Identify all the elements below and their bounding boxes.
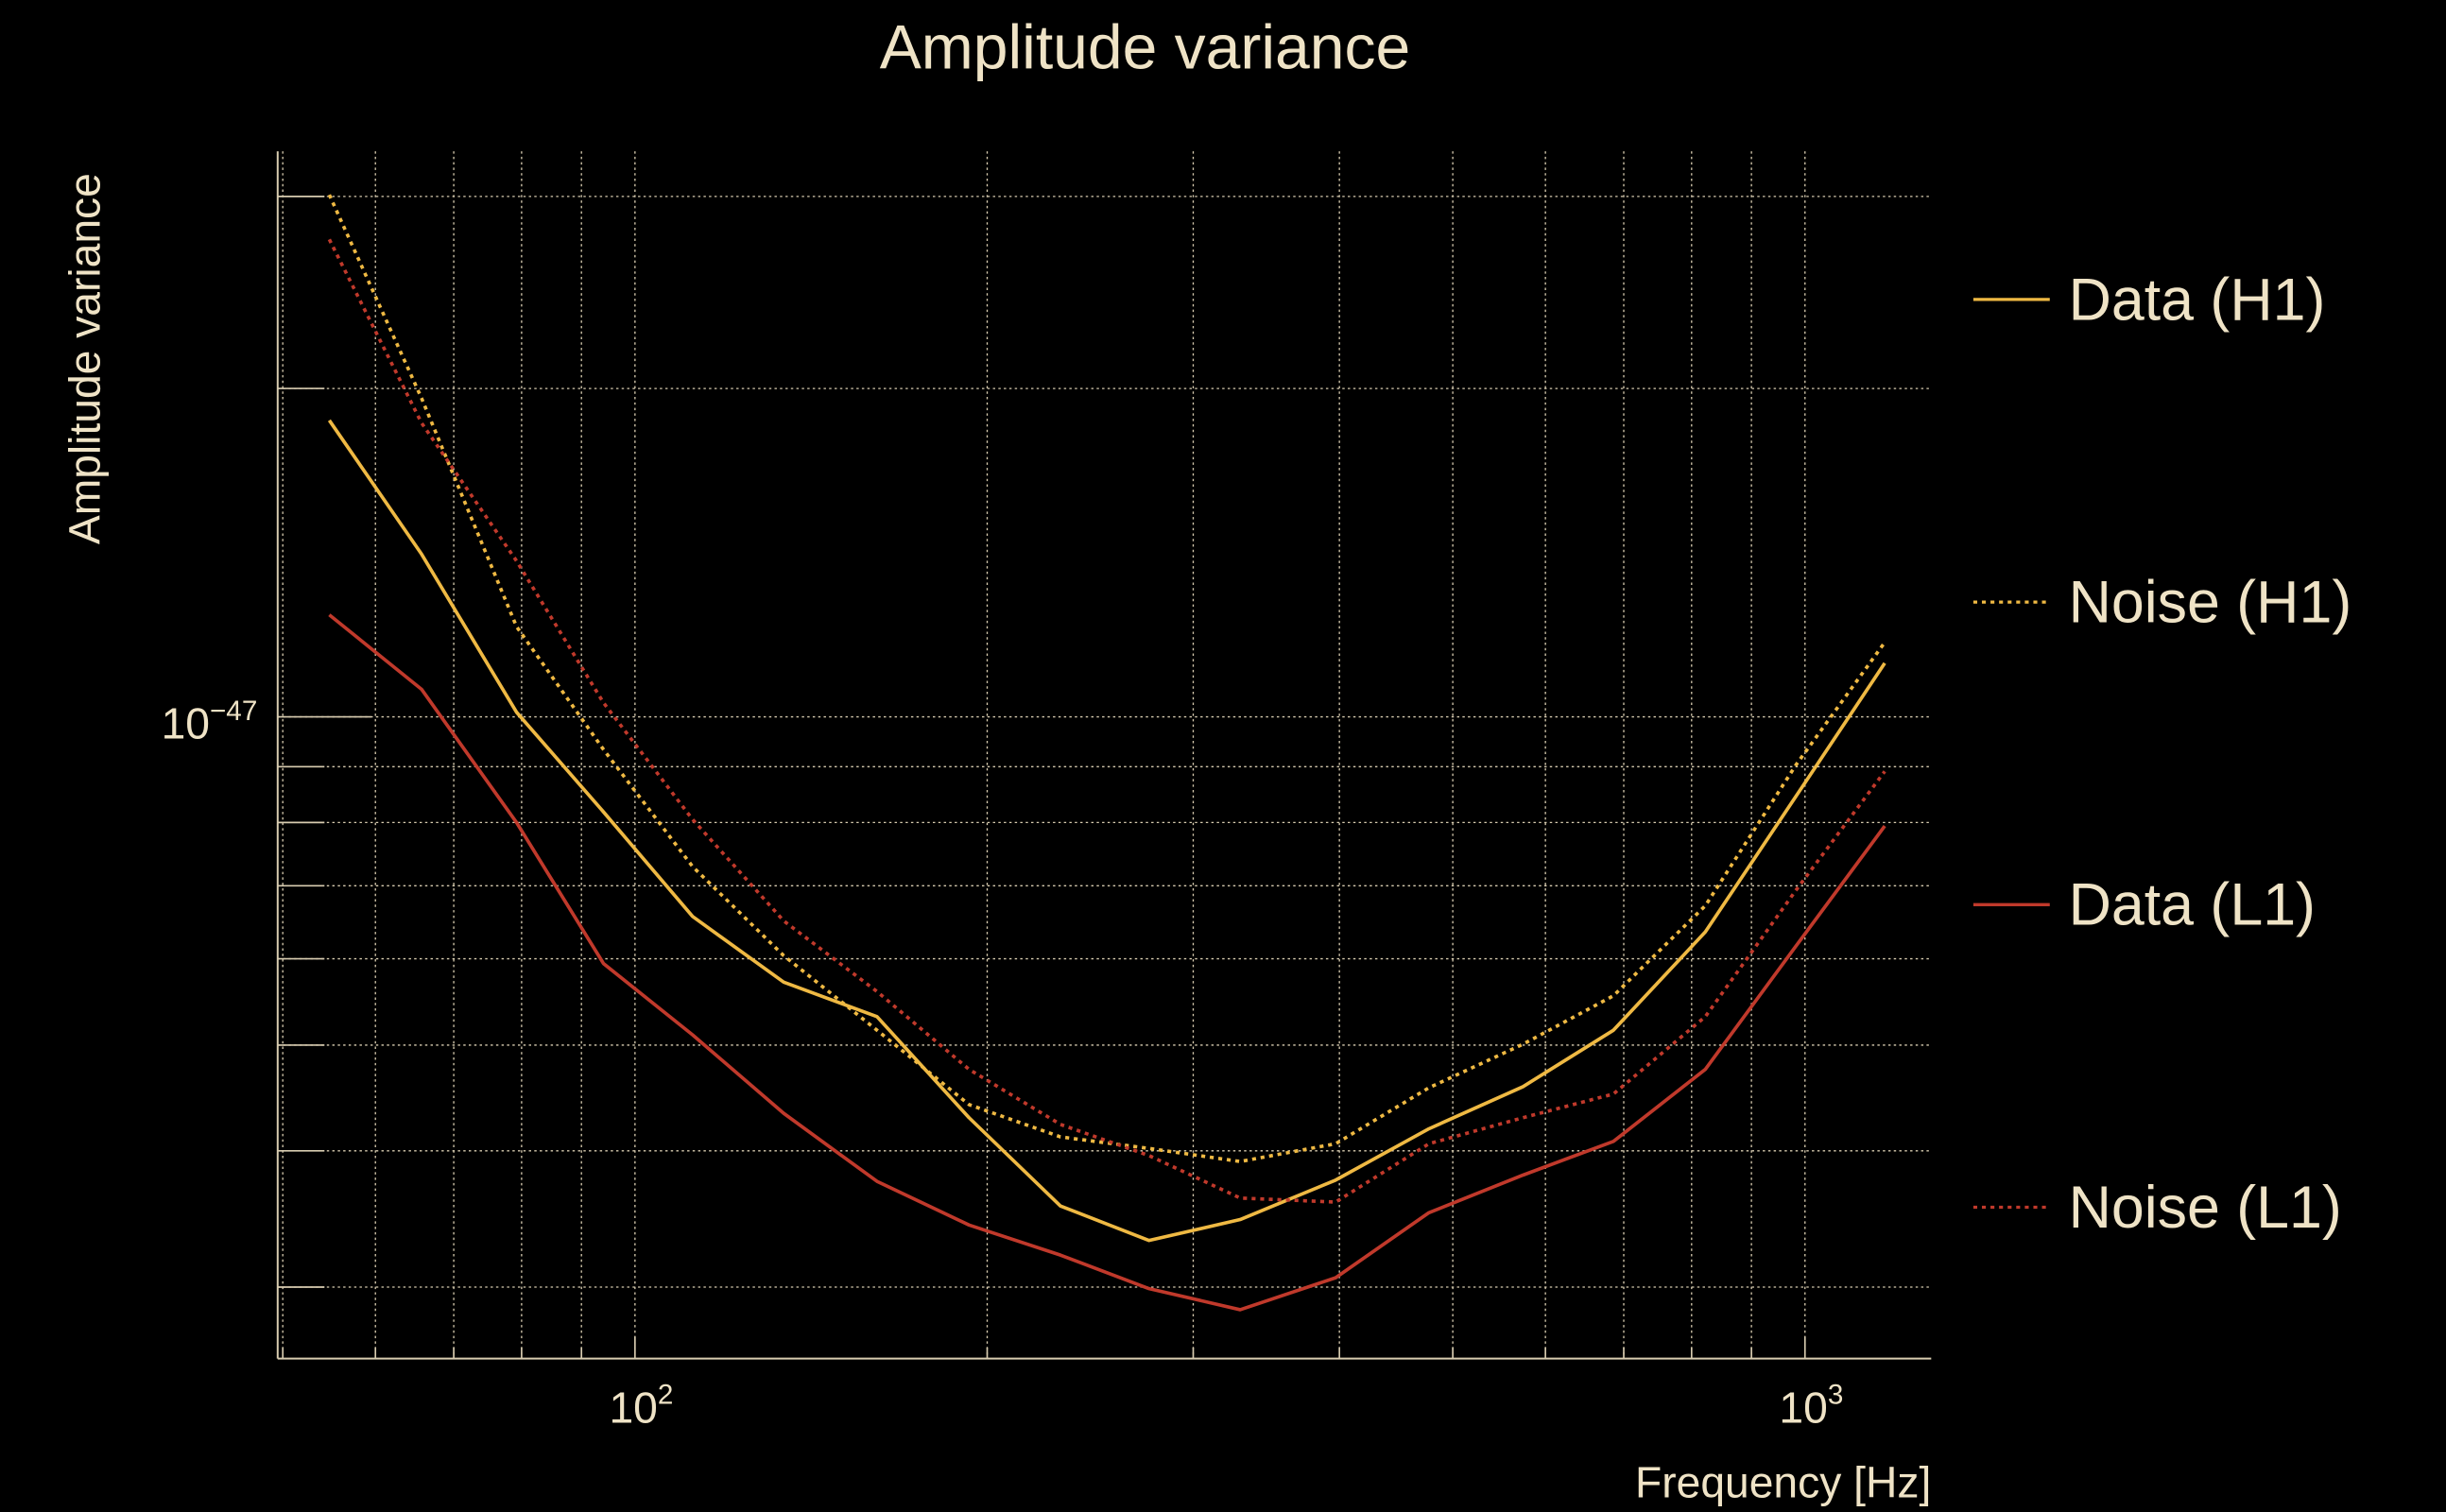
- x-tick-label: 102: [609, 1379, 673, 1432]
- y-tick-label: 10−47: [162, 696, 258, 748]
- y-axis-label: Amplitude variance: [60, 173, 110, 544]
- series-lines: [327, 194, 1886, 1312]
- series-line-data-h1: [327, 419, 1886, 1243]
- legend-label: Data (H1): [2069, 266, 2326, 333]
- tick-labels: 102 103 10−47: [162, 696, 1844, 1432]
- series-line-noise-l1: [327, 238, 1886, 1204]
- chart-title: Amplitude variance: [880, 12, 1410, 82]
- x-tick-label: 103: [1779, 1379, 1843, 1432]
- legend: Data (H1) Noise (H1) Data (L1) Noise (L1): [1972, 266, 2352, 1241]
- x-axis-label: Frequency [Hz]: [1635, 1457, 1931, 1506]
- legend-label: Noise (H1): [2069, 570, 2352, 636]
- grid: [277, 151, 1932, 1359]
- legend-label: Data (L1): [2069, 872, 2316, 938]
- legend-label: Noise (L1): [2069, 1175, 2342, 1241]
- series-line-data-l1: [328, 613, 1886, 1312]
- axes: [276, 151, 1932, 1360]
- series-line-noise-h1: [327, 194, 1886, 1163]
